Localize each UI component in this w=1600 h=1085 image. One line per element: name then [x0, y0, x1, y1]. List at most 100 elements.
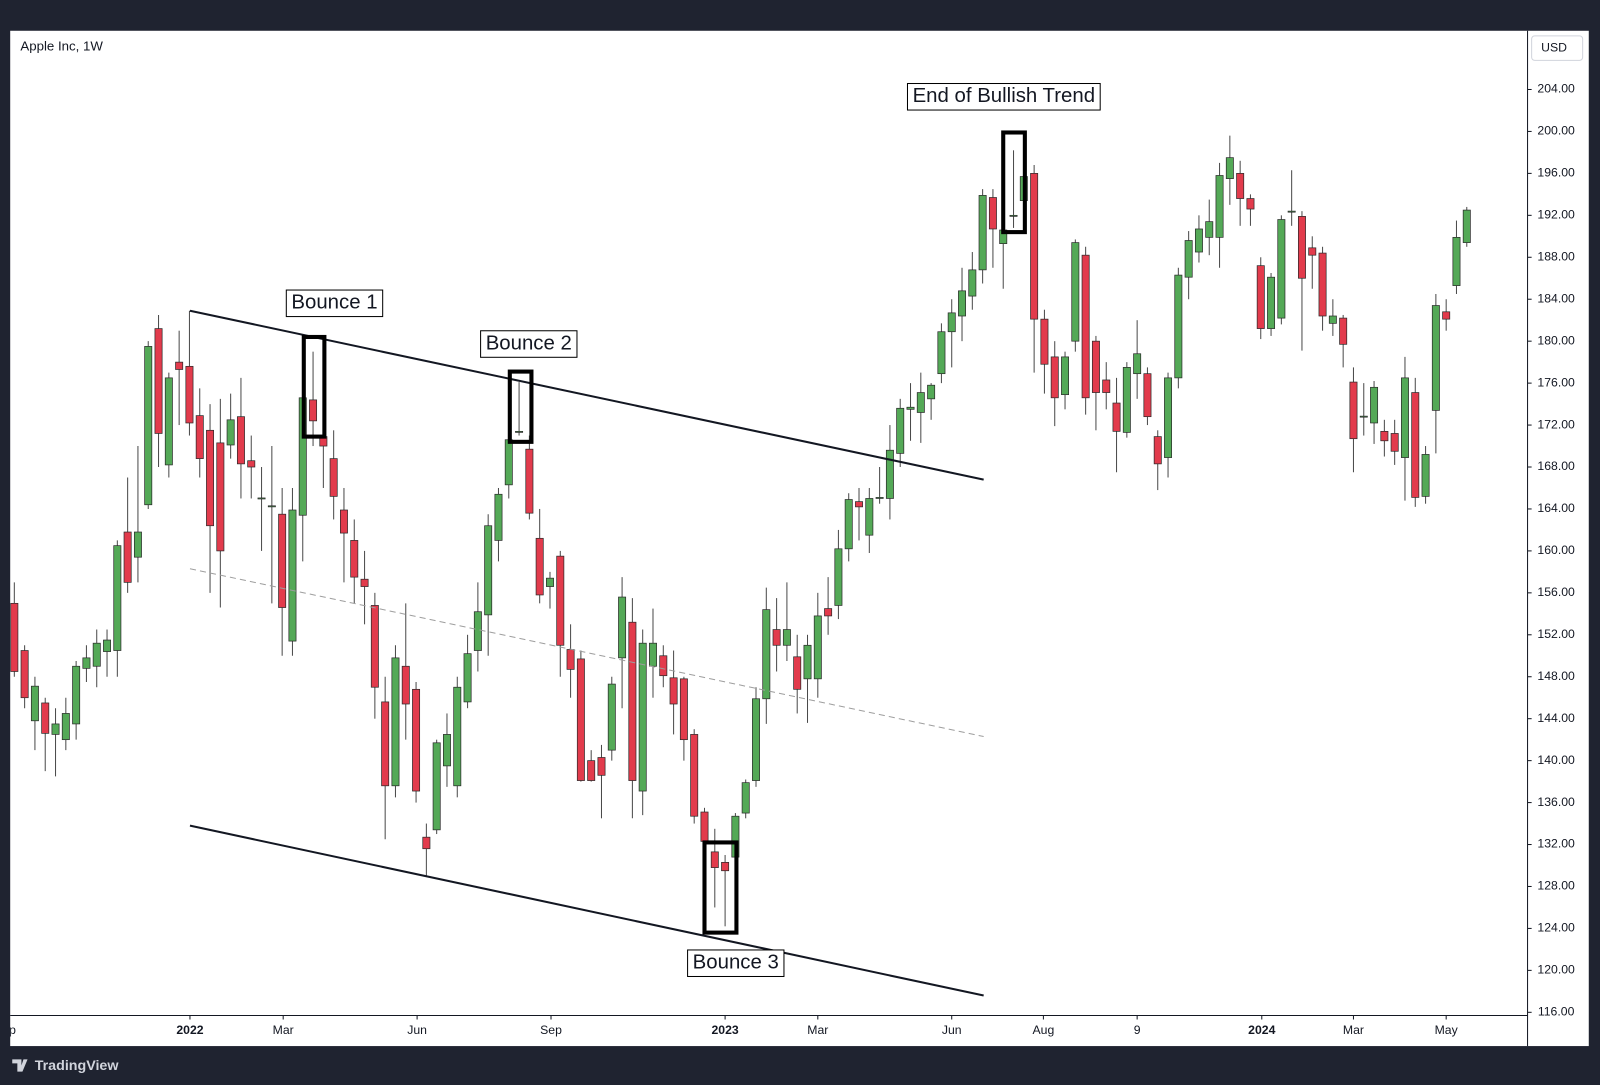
candle-body: [824, 608, 833, 617]
y-tick-label: 140.00: [1537, 753, 1575, 767]
candle-body: [1112, 402, 1121, 432]
highlight-box: [702, 840, 739, 935]
highlight-box: [507, 369, 534, 444]
candle-body: [988, 197, 997, 230]
candle-body: [1442, 311, 1451, 320]
y-tick-label: 204.00: [1537, 82, 1575, 96]
candle-body: [916, 392, 925, 413]
brand-logo: [12, 1059, 28, 1072]
candle-body: [607, 683, 616, 751]
y-tick-label: 124.00: [1537, 921, 1575, 935]
candle-body: [1236, 173, 1245, 199]
candle-body: [793, 656, 802, 690]
candle-body: [576, 658, 585, 781]
candle-body: [236, 416, 245, 465]
trend-line: [189, 824, 984, 997]
x-tick-label: Mar: [807, 1023, 828, 1037]
candle-body: [1349, 381, 1358, 440]
candle-body: [690, 734, 699, 817]
candle-body: [504, 439, 513, 486]
candle-body: [1061, 356, 1069, 396]
candle-body: [494, 493, 503, 541]
candle-body: [865, 498, 874, 536]
candle-body: [82, 657, 91, 669]
x-tick-label: Sep: [0, 1023, 16, 1037]
candle-body: [1390, 433, 1399, 452]
x-tick-label: Sep: [540, 1023, 562, 1037]
currency: USD: [1541, 40, 1567, 54]
candle-body: [772, 629, 781, 646]
annotation-label: Bounce 3: [693, 952, 779, 974]
candle-body: [154, 328, 163, 434]
candle-body: [473, 611, 482, 651]
price-axis: 116.00 120.00 124.00 128.00 132.00 136.00 140.…: [1527, 82, 1575, 1019]
candle-body: [1091, 340, 1100, 393]
time-axis: Sep 2022 Mar Jun Sep 2023 Mar Jun Aug 9 2024 Mar May: [0, 1015, 1459, 1037]
annotation-label: Bounce 2: [486, 332, 572, 354]
x-tick-label: May: [1435, 1023, 1459, 1037]
x-tick-label: 2023: [711, 1023, 738, 1037]
candle-body: [525, 448, 534, 514]
y-tick-label: 200.00: [1537, 124, 1575, 138]
chart-title: Apple Inc, 1W: [20, 39, 103, 54]
candle-body: [978, 195, 987, 271]
candle-body: [72, 665, 81, 725]
candle-body: [1071, 242, 1080, 342]
candle-body: [1411, 392, 1420, 498]
candle-body: [813, 615, 822, 680]
candle-body: [206, 429, 215, 527]
candle-body: [1174, 274, 1183, 379]
candle-body: [484, 525, 493, 616]
candle-body: [144, 346, 153, 506]
candle-body: [30, 685, 39, 722]
candle-body: [1308, 247, 1317, 256]
candle-body: [968, 269, 977, 297]
candle-body: [566, 649, 575, 670]
candle-body: [257, 497, 266, 500]
candle-body: [927, 384, 936, 400]
candle-body: [453, 686, 462, 787]
candle-body: [721, 861, 730, 872]
candle-body: [422, 836, 431, 850]
candle-body: [1462, 209, 1471, 243]
y-tick-label: 184.00: [1537, 291, 1575, 305]
candle-body: [391, 657, 400, 787]
candle-body: [844, 499, 853, 550]
annotation-label: Bounce 1: [291, 292, 377, 314]
candle-body: [113, 545, 122, 651]
candle-body: [638, 642, 647, 792]
candle-body: [10, 602, 19, 672]
candle-body: [443, 734, 451, 767]
candle-body: [669, 677, 678, 705]
candle-body: [247, 460, 256, 468]
candle-body: [1401, 377, 1409, 458]
y-tick-label: 148.00: [1537, 669, 1575, 683]
candle-body: [885, 449, 894, 499]
candle-body: [267, 505, 276, 508]
y-tick-label: 136.00: [1537, 795, 1575, 809]
candle-body: [1267, 276, 1276, 329]
x-tick-label: Mar: [273, 1023, 294, 1037]
candle-body: [133, 531, 142, 558]
y-tick-label: 144.00: [1537, 711, 1575, 725]
candle-body: [515, 430, 524, 433]
candle-body: [20, 650, 29, 699]
candle-body: [103, 639, 111, 652]
y-tick-label: 176.00: [1537, 375, 1575, 389]
candle-body: [1164, 377, 1173, 458]
currency-badge[interactable]: [1531, 35, 1584, 61]
candle-body: [649, 642, 657, 667]
y-tick-label: 160.00: [1537, 543, 1575, 557]
y-tick-label: 164.00: [1537, 501, 1575, 515]
chart-background: [10, 30, 1589, 1047]
candle-body: [710, 851, 719, 868]
x-tick-label: 2022: [176, 1023, 203, 1037]
candle-body: [741, 782, 750, 814]
annotations: Bounce 1 Bounce 2 Bounce 3 End of Bullish T…: [285, 82, 1101, 978]
y-tick-label: 156.00: [1537, 585, 1575, 599]
candle-body: [216, 442, 225, 552]
x-tick-label: Aug: [1033, 1023, 1055, 1037]
candle-body: [659, 655, 668, 677]
candle-body: [1339, 317, 1348, 345]
